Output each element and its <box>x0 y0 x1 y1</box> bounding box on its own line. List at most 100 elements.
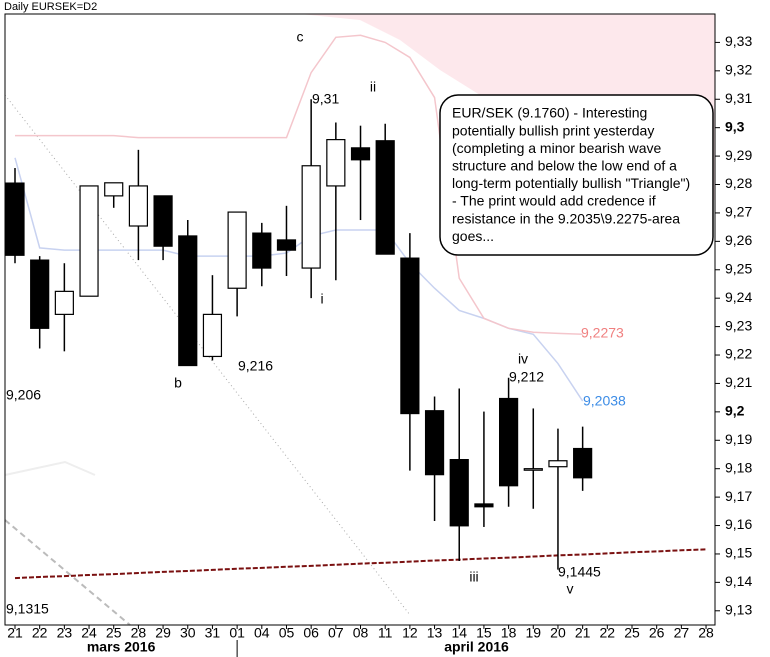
candle-body <box>301 165 321 269</box>
y-tick-label: 9,14 <box>725 573 752 589</box>
y-tick-label: 9,17 <box>725 488 752 504</box>
candle-body <box>227 211 247 289</box>
annotation: 9,31 <box>312 91 339 107</box>
candle-body <box>252 232 272 269</box>
x-tick-label: 21 <box>7 625 23 641</box>
x-tick-label: 26 <box>649 625 665 641</box>
note-line: - The print would add credence if <box>452 193 656 209</box>
y-tick-label: 9,26 <box>725 232 752 248</box>
x-tick-label: 22 <box>600 625 616 641</box>
x-tick-label: 14 <box>451 625 467 641</box>
candle-body <box>523 468 543 471</box>
annotation: i <box>320 291 323 307</box>
y-tick-label: 9,25 <box>725 260 752 276</box>
cloud <box>300 14 715 200</box>
x-tick-label: 07 <box>328 625 344 641</box>
x-tick-label: 27 <box>674 625 690 641</box>
annotation: c <box>297 29 304 45</box>
y-tick-label: 9,19 <box>725 431 752 447</box>
annotation: ii <box>370 79 376 95</box>
candle-body <box>5 182 25 256</box>
x-tick-label: 23 <box>57 625 73 641</box>
candle-body <box>326 139 346 187</box>
candle-body <box>499 397 519 487</box>
x-tick-label: 04 <box>254 625 270 641</box>
y-tick-label: 9,29 <box>725 147 752 163</box>
x-tick-label: 11 <box>378 625 393 641</box>
x-tick-label: 05 <box>279 625 295 641</box>
x-tick-label: 21 <box>575 625 591 641</box>
y-tick-label: 9,32 <box>725 62 752 78</box>
y-tick-label: 9,16 <box>725 516 752 532</box>
y-tick-label: 9,3 <box>725 118 745 134</box>
y-tick-label: 9,13 <box>725 601 752 617</box>
x-tick-label: 25 <box>106 625 122 641</box>
x-tick-label: 19 <box>525 625 541 641</box>
annotation: 9,206 <box>6 387 41 403</box>
annotation: iii <box>469 569 478 585</box>
y-tick-label: 9,18 <box>725 459 752 475</box>
x-tick-label: 13 <box>427 625 443 641</box>
note-line: EUR/SEK (9.1760) - Interesting <box>452 105 647 121</box>
candle-body <box>350 147 371 161</box>
y-tick-label: 9,15 <box>725 545 752 561</box>
x-tick-label: 15 <box>476 625 492 641</box>
candle-body <box>79 185 99 297</box>
month-label: mars 2016 <box>87 639 156 655</box>
candle-body <box>400 257 420 415</box>
candle-body <box>573 447 593 479</box>
candle-body <box>128 185 148 227</box>
candle-body <box>474 503 494 508</box>
candle-body <box>276 239 297 251</box>
annotation: 9,2273 <box>581 325 624 341</box>
faint-line <box>4 460 96 476</box>
y-tick-label: 9,22 <box>725 346 752 362</box>
y-tick-label: 9,31 <box>725 90 752 106</box>
y-tick-label: 9,24 <box>725 289 752 305</box>
note-text: EUR/SEK (9.1760) - Interestingpotentiall… <box>452 105 690 244</box>
note-line: potentially bullish print yesterday <box>452 122 654 138</box>
note-box <box>439 94 714 256</box>
note-line: long-term potentially bullish "Triangle"… <box>452 175 690 191</box>
note-line: structure and below the low end of a <box>452 158 677 174</box>
annotation: 9,1315 <box>6 601 49 617</box>
x-tick-label: 01 <box>229 625 245 641</box>
candle-body <box>202 313 223 358</box>
annotation: 9,2038 <box>583 393 626 409</box>
note-line: (completing a minor bearish wave <box>452 140 662 156</box>
candle-body <box>30 259 50 329</box>
x-tick-label: 31 <box>205 625 221 641</box>
candle-body <box>424 410 445 476</box>
chart-title: Daily EURSEK=D2 <box>4 1 97 13</box>
overlay-line <box>15 34 583 336</box>
candle-body <box>548 460 568 468</box>
candle-body <box>178 235 198 367</box>
note-line: goes... <box>452 228 494 244</box>
candle-body <box>104 182 124 197</box>
candle-body <box>54 290 74 315</box>
candle-body <box>153 195 173 247</box>
candle-body <box>375 140 395 255</box>
y-tick-label: 9,2 <box>725 403 745 419</box>
x-tick-label: 22 <box>32 625 48 641</box>
x-tick-label: 20 <box>550 625 566 641</box>
x-tick-label: 30 <box>180 625 196 641</box>
y-tick-label: 9,27 <box>725 204 752 220</box>
annotation: v <box>567 581 574 597</box>
y-tick-label: 9,21 <box>725 374 752 390</box>
x-tick-label: 12 <box>402 625 418 641</box>
candle-body <box>449 459 469 527</box>
y-tick-label: 9,33 <box>725 33 752 49</box>
trend-line <box>4 519 131 626</box>
month-label: april 2016 <box>444 639 509 655</box>
x-tick-label: 28 <box>698 625 714 641</box>
annotation: 9,212 <box>509 369 544 385</box>
overlay-line <box>14 548 707 580</box>
x-tick-label: 24 <box>81 625 97 641</box>
annotation: 9,216 <box>238 358 273 374</box>
x-tick-label: 06 <box>303 625 319 641</box>
note-line: resistance in the 9.2035\9.2275-area <box>452 210 680 226</box>
y-tick-label: 9,23 <box>725 317 752 333</box>
annotation: 9,1445 <box>558 564 601 580</box>
